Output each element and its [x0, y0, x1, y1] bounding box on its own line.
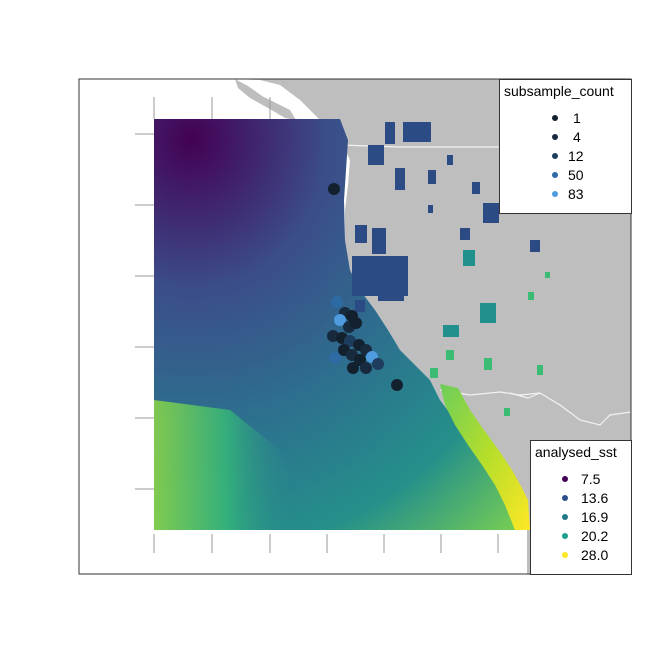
legend-label: 50 [568, 167, 584, 183]
legend-dot-20-2 [562, 533, 568, 539]
legend-item: 12 [500, 147, 631, 165]
sample-point [391, 379, 403, 391]
legend-dot-7-5 [562, 476, 568, 482]
legend-item: 20.2 [531, 527, 631, 545]
legend-label: 13.6 [581, 490, 608, 506]
sample-point [347, 362, 359, 374]
legend-item: 4 [500, 128, 631, 146]
legend-dot-50 [552, 172, 558, 178]
legend-dot-28-0 [562, 552, 568, 558]
legend-item: 83 [500, 185, 631, 203]
legend-dot-12 [552, 153, 558, 159]
legend-title: analysed_sst [535, 444, 617, 460]
legend-label: 28.0 [581, 547, 608, 563]
legend-dot-1 [552, 115, 558, 121]
legend-label: 12 [568, 148, 584, 164]
legend-item: 13.6 [531, 489, 631, 507]
sample-point [350, 317, 362, 329]
legend-label: 83 [568, 186, 584, 202]
legend-label: 16.9 [581, 509, 608, 525]
legend-subsample-count: subsample_count 1 4 12 50 83 [499, 79, 632, 214]
legend-label: 1 [573, 110, 581, 126]
sample-point [372, 358, 384, 370]
legend-item: 50 [500, 166, 631, 184]
legend-label: 20.2 [581, 528, 608, 544]
sample-point [331, 296, 343, 308]
legend-analysed-sst: analysed_sst 7.5 13.6 16.9 20.2 28.0 [530, 440, 632, 575]
legend-item: 1 [500, 109, 631, 127]
legend-dot-83 [552, 191, 558, 197]
legend-label: 4 [573, 129, 581, 145]
legend-title: subsample_count [504, 83, 614, 99]
legend-item: 16.9 [531, 508, 631, 526]
legend-dot-4 [552, 134, 558, 140]
legend-label: 7.5 [581, 471, 600, 487]
legend-item: 7.5 [531, 470, 631, 488]
sample-point [329, 352, 341, 364]
sample-point [328, 183, 340, 195]
legend-item: 28.0 [531, 546, 631, 564]
sample-point [360, 362, 372, 374]
legend-dot-16-9 [562, 514, 568, 520]
legend-dot-13-6 [562, 495, 568, 501]
